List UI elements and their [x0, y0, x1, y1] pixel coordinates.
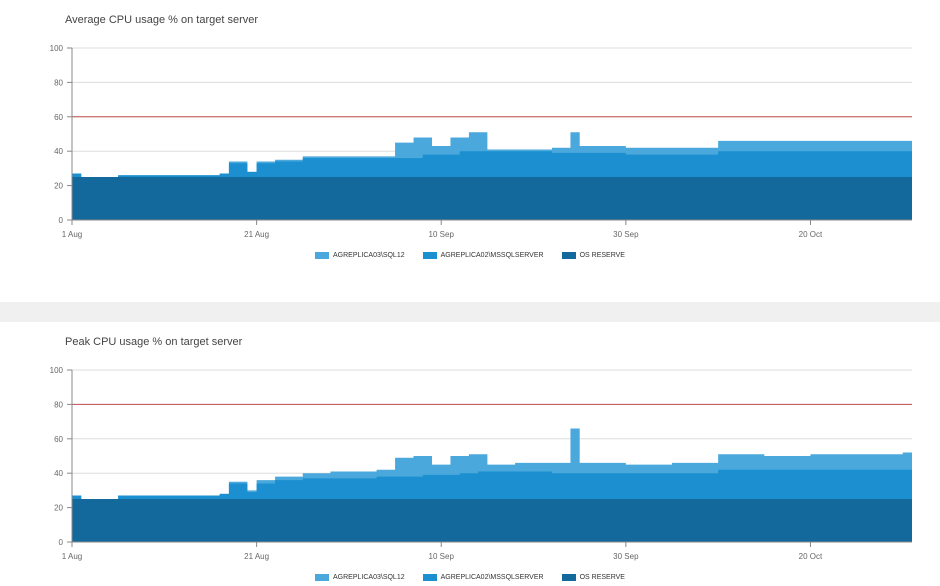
y-tick-label: 20 — [54, 182, 63, 191]
legend-label: AGREPLICA02\MSSQLSERVER — [440, 574, 544, 581]
y-tick-label: 40 — [54, 147, 63, 156]
legend-swatch — [561, 574, 576, 581]
y-tick-label: 0 — [59, 538, 64, 547]
legend-swatch — [422, 252, 437, 259]
legend-item-mssqlserver[interactable]: AGREPLICA02\MSSQLSERVER — [422, 252, 544, 259]
x-tick-label: 10 Sep — [429, 552, 455, 561]
y-tick-label: 100 — [50, 44, 64, 53]
avg-cpu-chart: 0 20 40 60 80 100 1 Aug 21 Aug 10 Sep 30 Sep 20 Oc… — [50, 44, 912, 239]
legend-item-sql12[interactable]: AGREPLICA03\SQL12 — [315, 574, 405, 581]
x-tick-label: 20 Oct — [799, 552, 823, 561]
peak-cpu-chart: 0 20 40 60 80 100 1 Aug 21 Aug 10 Sep 30 Sep 20 Oc… — [50, 366, 912, 561]
area-series-os-reserve — [72, 177, 912, 220]
legend-swatch — [315, 574, 330, 581]
area-series-os-reserve — [72, 499, 912, 542]
y-tick-label: 100 — [50, 366, 64, 375]
legend-label: OS RESERVE — [579, 252, 625, 259]
legend-label: OS RESERVE — [579, 574, 625, 581]
chart-title: Peak CPU usage % on target server — [65, 336, 243, 348]
legend-label: AGREPLICA02\MSSQLSERVER — [440, 252, 544, 259]
y-tick-label: 60 — [54, 435, 63, 444]
legend-item-sql12[interactable]: AGREPLICA03\SQL12 — [315, 252, 405, 259]
legend-swatch — [561, 252, 576, 259]
x-tick-label: 30 Sep — [613, 552, 639, 561]
y-tick-label: 60 — [54, 113, 63, 122]
y-tick-label: 80 — [54, 400, 63, 409]
legend-label: AGREPLICA03\SQL12 — [333, 574, 405, 581]
legend-item-os-reserve[interactable]: OS RESERVE — [561, 574, 625, 581]
x-tick-label: 20 Oct — [799, 230, 823, 239]
legend-item-os-reserve[interactable]: OS RESERVE — [561, 252, 625, 259]
y-tick-label: 0 — [59, 216, 64, 225]
x-tick-label: 1 Aug — [62, 552, 82, 561]
y-tick-label: 80 — [54, 78, 63, 87]
x-tick-label: 21 Aug — [244, 230, 269, 239]
x-tick-label: 10 Sep — [429, 230, 455, 239]
y-tick-label: 40 — [54, 469, 63, 478]
legend-label: AGREPLICA03\SQL12 — [333, 252, 405, 259]
chart-title: Average CPU usage % on target server — [65, 14, 259, 26]
legend: AGREPLICA03\SQL12 AGREPLICA02\MSSQLSERVE… — [0, 252, 940, 259]
x-tick-label: 1 Aug — [62, 230, 82, 239]
legend-item-mssqlserver[interactable]: AGREPLICA02\MSSQLSERVER — [422, 574, 544, 581]
peak-cpu-panel: Peak CPU usage % on target server 0 20 40 6… — [0, 322, 940, 586]
x-tick-label: 21 Aug — [244, 552, 269, 561]
legend-swatch — [315, 252, 330, 259]
legend: AGREPLICA03\SQL12 AGREPLICA02\MSSQLSERVE… — [0, 574, 940, 581]
legend-swatch — [422, 574, 437, 581]
y-tick-label: 20 — [54, 504, 63, 513]
x-tick-label: 30 Sep — [613, 230, 639, 239]
avg-cpu-panel: Average CPU usage % on target server 0 20… — [0, 0, 940, 302]
